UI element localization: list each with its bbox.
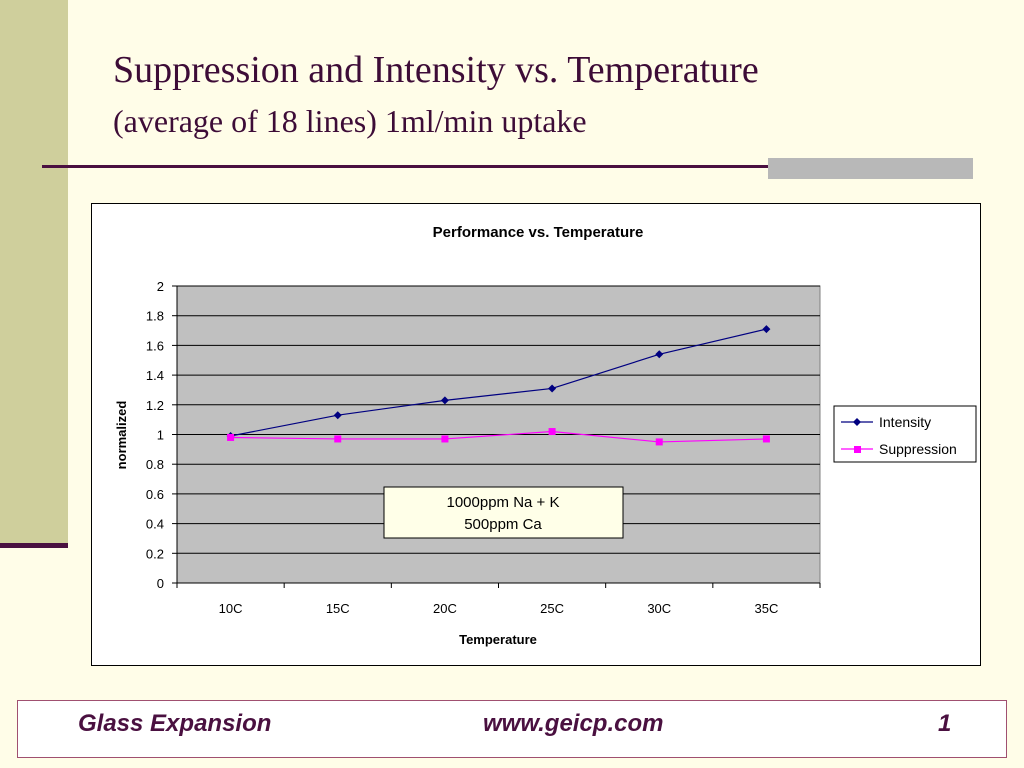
data-point-intensity <box>440 396 449 405</box>
x-tick-label: 15C <box>326 601 350 616</box>
axes <box>172 285 821 588</box>
chart: 0 0.2 0.4 0.6 0.8 1 1.2 1.4 1.6 1.8 2 10C 15C 20C 25C… <box>114 224 977 647</box>
decorative-grey-block <box>768 158 973 179</box>
legend-intensity-label: Intensity <box>879 414 931 430</box>
x-tick-labels: 10C 15C 20C 25C 30C 35C <box>219 601 779 616</box>
data-point-intensity <box>548 384 557 393</box>
chart-frame: 0 0.2 0.4 0.6 0.8 1 1.2 1.4 1.6 1.8 2 10C 15C 20C 25C… <box>91 203 981 666</box>
x-tick-label: 10C <box>219 601 243 616</box>
y-tick-labels: 0 0.2 0.4 0.6 0.8 1 1.2 1.4 1.6 1.8 2 <box>146 279 164 591</box>
annotation-line-1: 1000ppm Na + K <box>447 494 560 511</box>
data-point-suppression <box>441 435 449 443</box>
slide-subtitle: (average of 18 lines) 1ml/min uptake <box>113 103 587 139</box>
footer-company: Glass Expansion <box>78 710 272 737</box>
footer-page-number: 1 <box>938 710 952 737</box>
data-point-suppression <box>655 438 663 446</box>
data-point-suppression <box>548 428 556 436</box>
annotation-line-2: 500ppm Ca <box>464 516 542 533</box>
x-tick-label: 35C <box>754 601 778 616</box>
y-tick-label: 1.8 <box>146 309 164 324</box>
y-tick-label: 0.4 <box>146 517 164 532</box>
data-point-suppression <box>334 435 342 443</box>
data-point-intensity <box>762 325 771 334</box>
gridlines <box>177 285 820 554</box>
x-axis-label: Temperature <box>459 632 537 647</box>
annotation-box: 1000ppm Na + K 500ppm Ca <box>383 486 624 539</box>
legend-suppression-label: Suppression <box>879 441 957 457</box>
data-point-suppression <box>762 435 770 443</box>
data-point-intensity <box>333 411 342 420</box>
legend-suppression-marker <box>854 446 861 453</box>
y-tick-label: 0.6 <box>146 487 164 502</box>
data-point-suppression <box>227 433 235 441</box>
series-markers <box>226 325 771 446</box>
title-divider <box>42 165 973 168</box>
y-tick-label: 1.4 <box>146 368 164 383</box>
series-line-intensity <box>230 328 767 437</box>
series-line-suppression <box>230 430 767 443</box>
y-tick-label: 0 <box>157 576 164 591</box>
data-point-intensity <box>655 350 664 359</box>
y-tick-label: 1.2 <box>146 398 164 413</box>
y-tick-label: 0.2 <box>146 546 164 561</box>
y-tick-label: 1.6 <box>146 338 164 353</box>
footer-box <box>17 700 1007 758</box>
x-tick-label: 20C <box>433 601 457 616</box>
legend: Intensity Suppression <box>833 405 977 463</box>
chart-title: Performance vs. Temperature <box>433 224 644 241</box>
legend-intensity-marker <box>853 418 861 426</box>
y-axis-label: normalized <box>114 401 129 470</box>
y-tick-label: 1 <box>157 428 164 443</box>
x-tick-label: 25C <box>540 601 564 616</box>
y-tick-label: 0.8 <box>146 457 164 472</box>
y-tick-label: 2 <box>157 279 164 294</box>
x-tick-label: 30C <box>647 601 671 616</box>
left-decorative-rule <box>0 543 68 548</box>
footer-website[interactable]: www.geicp.com <box>483 710 664 737</box>
series-lines <box>230 328 767 443</box>
slide-title: Suppression and Intensity vs. Temperatur… <box>113 49 759 91</box>
left-decorative-band <box>0 0 68 545</box>
